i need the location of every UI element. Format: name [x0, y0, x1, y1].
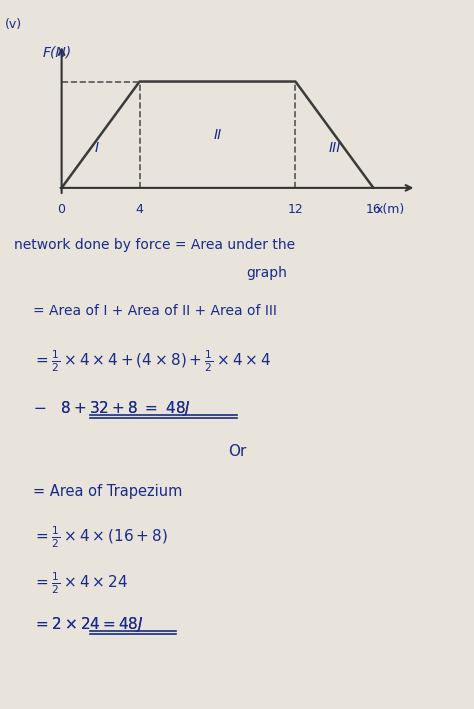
Text: F(N): F(N): [42, 45, 71, 60]
Text: $= \frac{1}{2} \times 4 \times 24$: $= \frac{1}{2} \times 4 \times 24$: [33, 571, 128, 596]
Text: graph: graph: [246, 266, 287, 280]
Text: network done by force = Area under the: network done by force = Area under the: [14, 238, 295, 252]
Text: = Area of Trapezium: = Area of Trapezium: [33, 484, 182, 499]
Text: x(m): x(m): [375, 203, 405, 216]
Text: 16: 16: [365, 203, 381, 216]
Text: $= \frac{1}{2} \times 4 \times (16 + 8)$: $= \frac{1}{2} \times 4 \times (16 + 8)$: [33, 525, 168, 550]
Text: (v): (v): [5, 18, 22, 30]
Text: $-\ \ \ 8 + 32 + 8\ =\ 48 J$: $-\ \ \ 8 + 32 + 8\ =\ 48 J$: [33, 399, 191, 418]
Text: 0: 0: [58, 203, 65, 216]
Text: $= 2 \times 24 = 48 J$: $= 2 \times 24 = 48 J$: [33, 615, 144, 635]
Text: = Area of I + Area of II + Area of III: = Area of I + Area of II + Area of III: [33, 304, 277, 318]
Text: III: III: [328, 141, 341, 155]
Text: $= \frac{1}{2} \times 4 \times 4 + (4 \times 8) + \frac{1}{2} \times 4 \times 4$: $= \frac{1}{2} \times 4 \times 4 + (4 \t…: [33, 349, 272, 374]
Text: I: I: [95, 141, 99, 155]
Text: Or: Or: [228, 444, 246, 459]
Text: II: II: [213, 128, 222, 142]
Text: 12: 12: [288, 203, 303, 216]
Text: $= 2 \times 24 = 48 J$: $= 2 \times 24 = 48 J$: [33, 615, 144, 635]
Text: 4: 4: [136, 203, 144, 216]
Text: $-\ \ \ 8 + 32 + 8\ =\ 48 J$: $-\ \ \ 8 + 32 + 8\ =\ 48 J$: [33, 399, 191, 418]
